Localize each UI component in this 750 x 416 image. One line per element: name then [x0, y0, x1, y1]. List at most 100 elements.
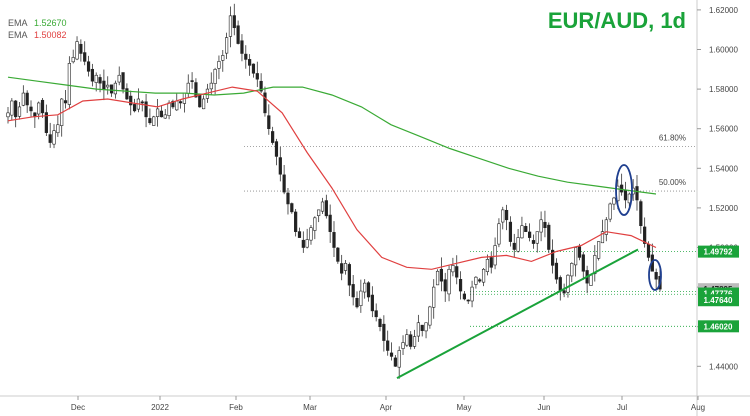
candle-body — [209, 82, 213, 90]
candle-body — [527, 231, 532, 238]
candle-body — [432, 286, 436, 308]
candle-body — [305, 239, 309, 248]
candle-body — [562, 290, 566, 294]
x-tick-label: Aug — [691, 403, 705, 412]
candle-body — [547, 224, 551, 250]
candle-body — [56, 124, 60, 134]
candle-body — [244, 53, 248, 60]
price-label-text: 1.47640 — [704, 296, 733, 305]
candle-body — [198, 94, 202, 108]
candle-body — [543, 221, 547, 229]
candle-body — [25, 92, 29, 106]
price-label-text: 1.49792 — [704, 248, 733, 257]
candle-body — [271, 131, 275, 143]
y-tick-label: 1.52000 — [709, 204, 738, 213]
candle-body — [451, 265, 455, 273]
legend-ema-slow-value: 1.52670 — [34, 18, 67, 28]
candle-body — [301, 239, 305, 248]
candle-body — [378, 318, 382, 328]
y-tick-label: 1.60000 — [709, 46, 738, 55]
candle-body — [370, 294, 374, 312]
y-tick-label: 1.54000 — [709, 164, 738, 173]
candle-body — [623, 189, 628, 201]
candle-body — [478, 279, 482, 282]
candle-body — [531, 240, 536, 244]
candle-body — [117, 74, 121, 83]
candle-body — [643, 226, 647, 244]
highlight-ellipse-large — [615, 164, 633, 216]
x-tick-label: Mar — [303, 403, 317, 412]
candle-body — [148, 118, 152, 124]
candle-body — [171, 100, 175, 108]
candle-body — [129, 95, 133, 106]
candle-body — [52, 130, 56, 145]
candle-body — [309, 227, 313, 241]
candle-body — [646, 243, 651, 258]
candle-body — [155, 108, 160, 117]
candle-body — [409, 334, 413, 347]
candle-body — [504, 209, 509, 221]
candle-body — [21, 92, 25, 106]
candle-body — [248, 59, 252, 66]
candle-body — [416, 322, 420, 337]
candle-body — [94, 74, 98, 83]
price-label-text: 1.46020 — [704, 322, 733, 331]
candle-body — [435, 270, 440, 286]
candle-body — [75, 41, 79, 60]
candle-body — [67, 63, 71, 105]
candle-body — [71, 57, 75, 63]
candle-body — [566, 274, 570, 293]
candle-body — [574, 247, 578, 266]
candle-body — [10, 100, 14, 116]
candle-body — [290, 203, 294, 213]
candle-body — [520, 225, 524, 239]
candle-body — [347, 264, 351, 286]
candle-body — [236, 25, 240, 44]
candle-body — [336, 247, 340, 262]
candle-body — [481, 268, 486, 283]
candle-body — [121, 72, 125, 90]
candle-body — [228, 15, 233, 37]
candle-body — [405, 334, 409, 346]
candle-body — [63, 100, 68, 104]
candle-body — [297, 231, 302, 238]
candle-body — [524, 226, 528, 232]
candle-body — [420, 324, 424, 331]
candle-body — [328, 214, 332, 232]
y-tick-label: 1.62000 — [709, 6, 738, 15]
candle-body — [178, 101, 183, 104]
candle-body — [447, 268, 451, 295]
candle-body — [17, 106, 22, 117]
x-tick-label: 2022 — [151, 403, 169, 412]
candle-body — [286, 192, 290, 205]
candle-body — [351, 284, 355, 298]
candle-body — [274, 141, 279, 157]
candle-body — [144, 101, 148, 118]
candle-body — [516, 237, 520, 252]
x-tick-label: Feb — [229, 403, 243, 412]
price-label-box — [698, 320, 739, 333]
candle-body — [86, 61, 91, 72]
candle-body — [551, 249, 555, 266]
ema-fast-line — [7, 86, 657, 270]
candle-body — [83, 52, 87, 62]
legend-ema-fast: EMA 1.50082 — [8, 30, 67, 40]
y-tick-label: 1.56000 — [709, 125, 738, 134]
candle-body — [175, 100, 179, 111]
candle-body — [386, 340, 390, 351]
candle-body — [90, 68, 94, 82]
x-tick-label: Jul — [617, 403, 627, 412]
candle-body — [627, 193, 631, 204]
candle-body — [604, 219, 608, 235]
ema-slow-line — [7, 76, 657, 195]
candle-body — [589, 274, 593, 286]
candle-body — [535, 231, 539, 244]
candle-body — [366, 282, 371, 298]
x-tick-label: Apr — [380, 403, 393, 412]
candle-body — [225, 37, 229, 54]
candle-body — [167, 102, 171, 116]
x-tick-label: Dec — [71, 403, 85, 412]
y-tick-label: 1.44000 — [709, 362, 738, 371]
